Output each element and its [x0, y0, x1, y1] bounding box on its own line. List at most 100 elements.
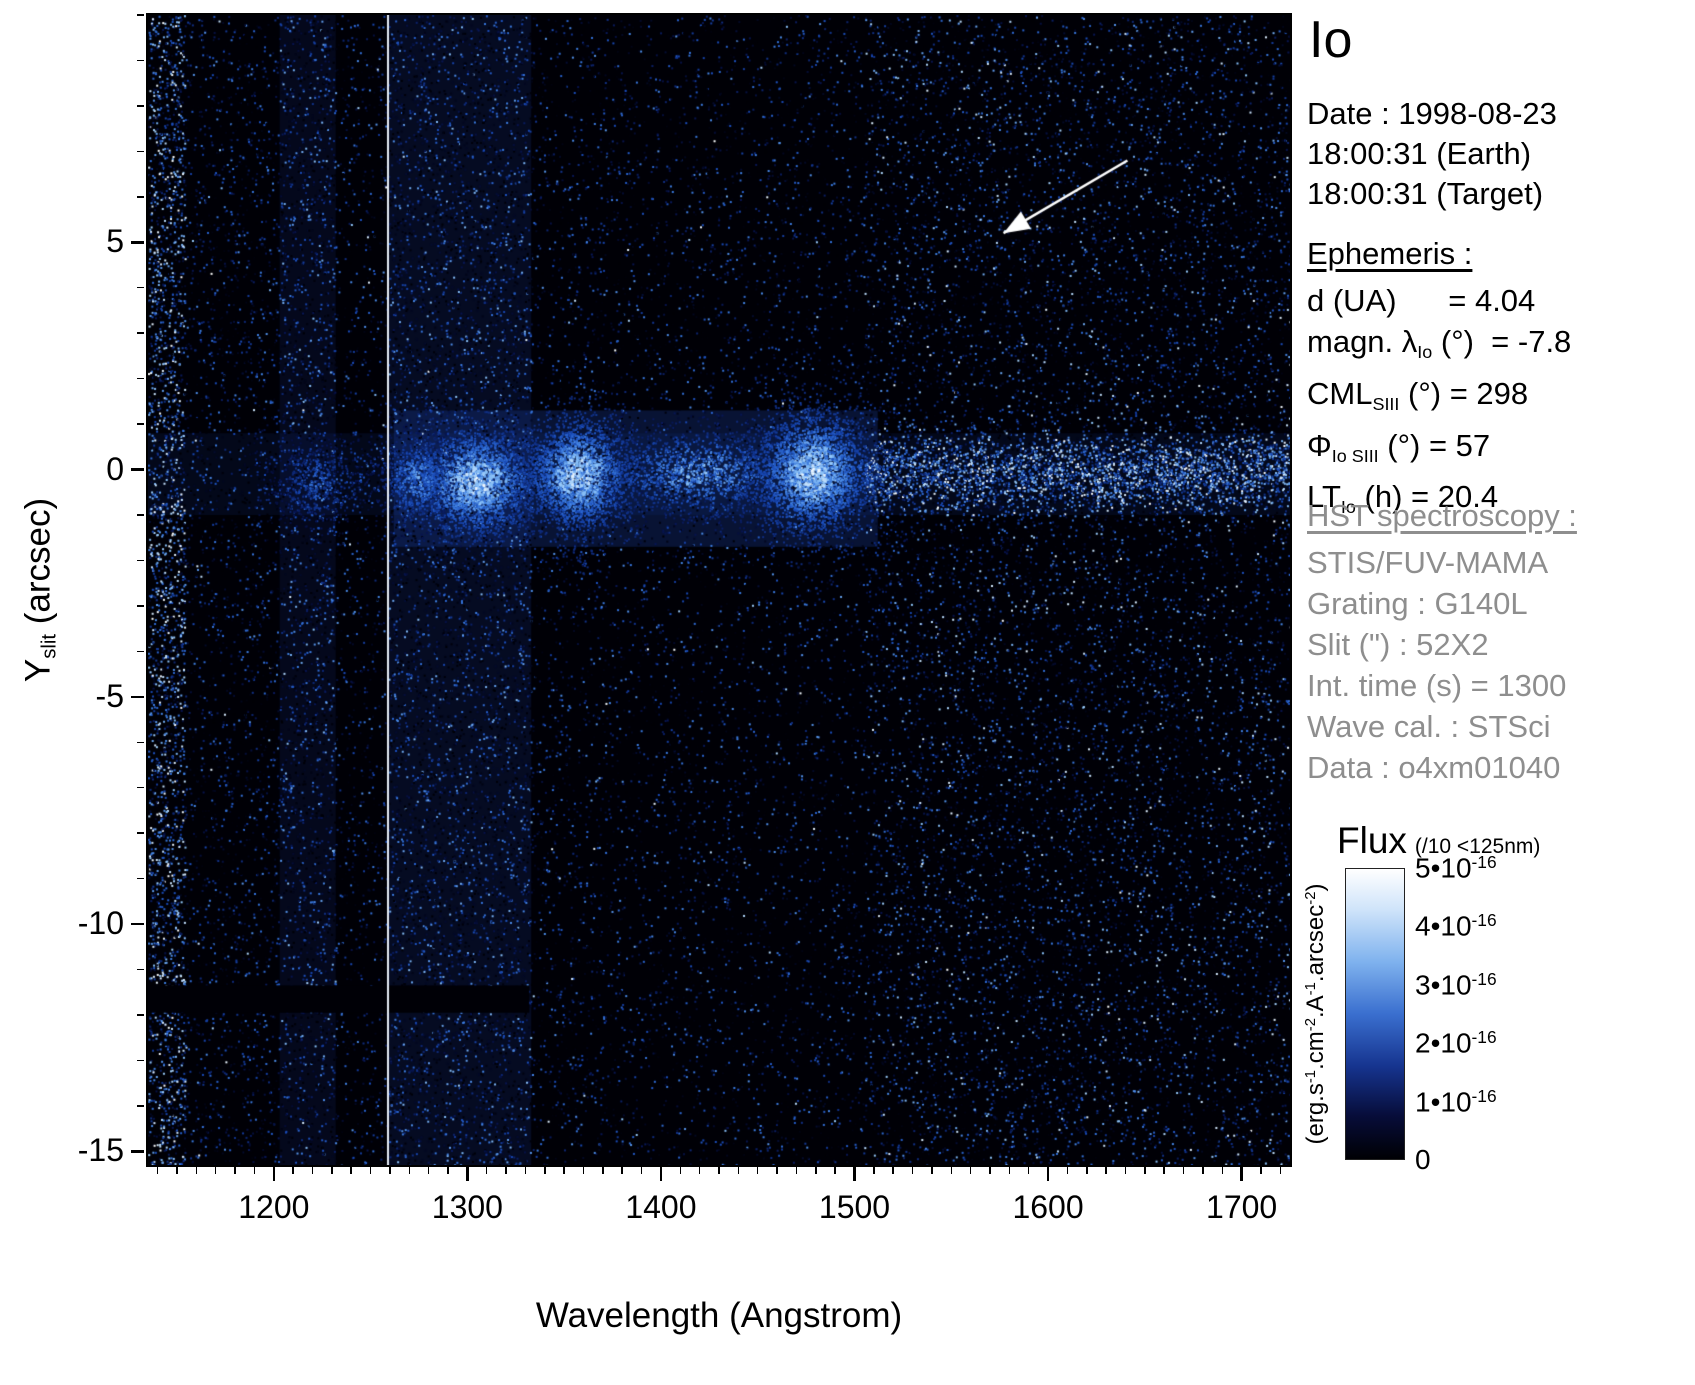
- colorbar-tick-label: 2•10-16: [1415, 1027, 1497, 1060]
- x-minor-tick: [408, 1167, 411, 1174]
- text-segment: 3•10: [1415, 969, 1472, 1001]
- text-segment: (arcsec): [18, 497, 58, 634]
- x-minor-tick: [931, 1167, 933, 1174]
- x-minor-tick: [214, 1167, 217, 1174]
- hst-info-line: Data : o4xm01040: [1307, 750, 1561, 785]
- ephemeris-heading: Ephemeris :: [1307, 236, 1473, 271]
- observation-time-earth: 18:00:31 (Earth): [1307, 136, 1532, 171]
- x-minor-tick: [1260, 1167, 1262, 1174]
- x-minor-tick: [195, 1167, 198, 1174]
- text-segment: -16: [1471, 968, 1497, 989]
- x-minor-tick: [718, 1167, 720, 1174]
- colorbar-tick-label: 1•10-16: [1415, 1086, 1497, 1119]
- target-title: Io: [1309, 11, 1353, 69]
- colorbar-title-note: (/10 <125nm): [1414, 835, 1541, 858]
- colorbar-title-text: Flux: [1337, 820, 1407, 861]
- x-minor-tick: [563, 1167, 565, 1174]
- x-minor-tick: [1124, 1167, 1127, 1174]
- x-minor-tick: [621, 1167, 623, 1174]
- text-segment: slit: [38, 633, 61, 659]
- y-major-tick: [131, 241, 144, 244]
- x-minor-tick: [737, 1167, 740, 1174]
- x-minor-tick: [911, 1167, 914, 1174]
- text-segment: CML: [1307, 375, 1373, 411]
- y-axis-label-text: Yslit (arcsec): [18, 498, 61, 682]
- ephemeris-line: ΦIo SIII (°) = 57: [1307, 425, 1571, 477]
- y-minor-tick: [137, 150, 144, 153]
- y-minor-tick: [137, 1059, 144, 1062]
- x-minor-tick: [485, 1167, 488, 1174]
- text-segment: -16: [1471, 910, 1497, 931]
- x-minor-tick: [156, 1167, 159, 1174]
- y-tick-label: -10: [77, 905, 124, 942]
- y-major-tick: [131, 468, 144, 471]
- y-minor-tick: [137, 650, 144, 653]
- text-segment: .A: [1302, 995, 1329, 1019]
- hst-info-line: Int. time (s) = 1300: [1307, 668, 1567, 703]
- x-minor-tick: [756, 1167, 759, 1174]
- x-minor-tick: [834, 1167, 836, 1174]
- colorbar-tick-label: 4•10-16: [1415, 910, 1497, 943]
- y-minor-tick: [137, 741, 144, 744]
- y-minor-tick: [137, 559, 144, 562]
- x-major-tick: [659, 1167, 663, 1181]
- y-minor-tick: [137, 286, 144, 289]
- y-major-tick: [131, 695, 144, 699]
- text-segment: SIII: [1372, 393, 1400, 414]
- colorbar-tick-label: 0: [1415, 1144, 1431, 1176]
- text-segment: .cm: [1302, 1031, 1329, 1070]
- x-minor-tick: [815, 1167, 817, 1174]
- text-segment: d (UA) = 4.04: [1307, 283, 1536, 318]
- y-minor-tick: [137, 1105, 144, 1107]
- observation-time-target: 18:00:31 (Target): [1307, 176, 1544, 211]
- x-minor-tick: [776, 1167, 778, 1174]
- x-minor-tick: [369, 1167, 372, 1174]
- colorbar-gradient: [1345, 868, 1405, 1160]
- text-segment: -16: [1471, 1085, 1497, 1106]
- x-axis-label: Wavelength (Angstrom): [535, 1296, 903, 1335]
- x-minor-tick: [1066, 1167, 1069, 1174]
- x-minor-tick: [176, 1167, 178, 1174]
- x-tick-label: 1300: [431, 1189, 503, 1225]
- y-minor-tick: [137, 786, 144, 789]
- colorbar-title: Flux (/10 <125nm): [1337, 820, 1540, 862]
- x-minor-tick: [253, 1167, 256, 1174]
- x-major-tick: [1240, 1167, 1243, 1181]
- y-tick-label: -5: [95, 677, 124, 714]
- y-minor-tick: [137, 14, 144, 16]
- text-segment: 4•10: [1415, 910, 1472, 942]
- y-minor-tick: [137, 423, 144, 425]
- x-tick-label: 1200: [238, 1189, 310, 1225]
- y-minor-tick: [137, 196, 144, 198]
- text-segment: -16: [1471, 852, 1497, 872]
- x-minor-tick: [640, 1167, 643, 1174]
- x-minor-tick: [602, 1167, 604, 1174]
- text-segment: Io: [1340, 497, 1356, 517]
- ephemeris-line: CMLSIII (°) = 298: [1307, 373, 1571, 425]
- x-minor-tick: [1027, 1167, 1030, 1174]
- colorbar-tick-label: 3•10-16: [1415, 969, 1497, 1002]
- y-minor-tick: [137, 514, 144, 516]
- x-minor-tick: [679, 1167, 682, 1174]
- y-tick-label: 5: [106, 223, 124, 260]
- text-segment: 2•10: [1415, 1027, 1472, 1059]
- hst-spectroscopy-list: STIS/FUV-MAMA Grating : G140L Slit (") : 5…: [1307, 542, 1566, 788]
- x-major-tick: [272, 1167, 276, 1181]
- y-minor-tick: [137, 105, 144, 107]
- x-minor-tick: [1182, 1167, 1185, 1174]
- x-minor-tick: [1202, 1167, 1204, 1174]
- x-minor-tick: [1086, 1167, 1088, 1174]
- x-major-tick: [466, 1167, 469, 1181]
- y-minor-tick: [137, 605, 144, 607]
- x-major-tick: [853, 1167, 856, 1181]
- y-minor-tick: [137, 332, 144, 334]
- x-minor-tick: [698, 1167, 701, 1174]
- x-minor-tick: [969, 1167, 972, 1174]
- x-tick-label: 1400: [625, 1189, 697, 1225]
- x-minor-tick: [292, 1167, 294, 1174]
- y-major-tick: [131, 1150, 144, 1153]
- ephemeris-list: d (UA) = 4.04 magn. λIo (°) = -7.8 CMLSIII…: [1307, 280, 1571, 528]
- x-minor-tick: [544, 1167, 546, 1174]
- text-segment: 0: [1415, 1144, 1431, 1175]
- hst-info-line: Wave cal. : STSci: [1307, 709, 1551, 744]
